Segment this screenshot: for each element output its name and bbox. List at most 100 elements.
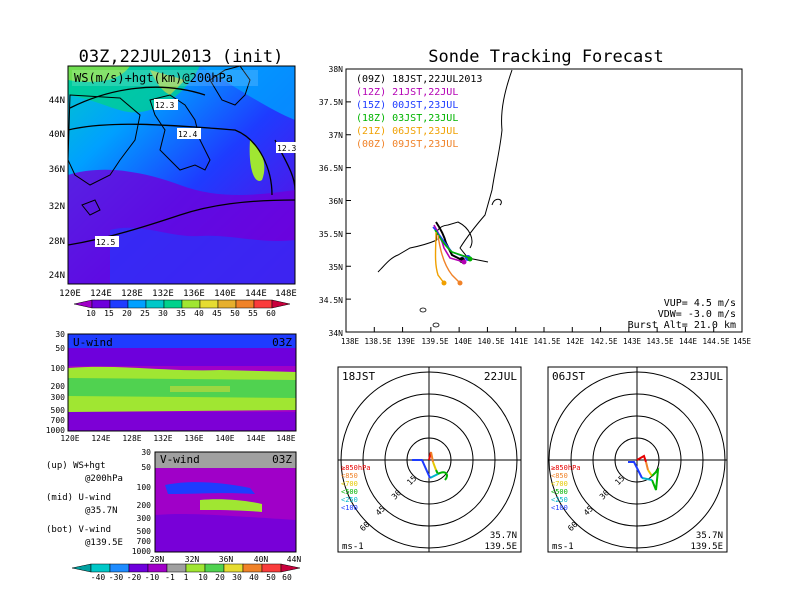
polar-right-level-5: <250 xyxy=(551,496,568,504)
v-p-300: 300 xyxy=(137,514,152,523)
cb-bot-tick-10: 10 xyxy=(198,573,208,582)
polar-left-level-6: <100 xyxy=(341,504,358,512)
ws-colorbar-swatch xyxy=(127,299,147,309)
wind-colorbar-swatch xyxy=(147,563,168,573)
wind-colorbar-swatch xyxy=(261,563,282,573)
track-lon-142-5: 142.5E xyxy=(590,337,618,346)
track-lon-140: 140E xyxy=(454,337,473,346)
u-x-128: 128E xyxy=(122,434,141,443)
polar-right-date: 23JUL xyxy=(690,370,723,383)
polar-right-level-4: <500 xyxy=(551,488,568,496)
ws-colorbar-swatch xyxy=(73,299,93,309)
u-x-140: 140E xyxy=(215,434,234,443)
wind-colorbar-swatch xyxy=(280,563,301,573)
polar-right-level-6: <100 xyxy=(551,504,568,512)
u-x-124: 124E xyxy=(91,434,110,443)
track-lat-36-5: 36.5N xyxy=(319,164,343,173)
u-x-144: 144E xyxy=(246,434,265,443)
track-lon-139: 139E xyxy=(397,337,416,346)
wind-colorbar-swatch xyxy=(242,563,263,573)
note-mid-1: (mid) U-wind xyxy=(46,493,111,503)
track-map-grid xyxy=(345,68,743,333)
cb-bot-tick-60: 60 xyxy=(282,573,292,582)
track-legend-3: (15Z) 00JST,23JUL xyxy=(356,100,458,111)
v-p-1000: 1000 xyxy=(132,547,151,556)
track-lat-37: 37N xyxy=(329,131,344,140)
cb-bot-tick-40: 40 xyxy=(249,573,259,582)
wind-colorbar-swatch xyxy=(204,563,225,573)
cb-bot-tick-20: 20 xyxy=(215,573,225,582)
polar-left-date: 22JUL xyxy=(484,370,517,383)
track-legend-2: (12Z) 21JST,22JUL xyxy=(356,87,458,98)
v-wind-label: V-wind xyxy=(160,453,200,466)
contour-label-1: 12.3 xyxy=(155,101,174,110)
cb-top-tick-35: 35 xyxy=(176,309,186,318)
lon-tick-124: 124E xyxy=(90,289,112,299)
polar-right-lat: 35.7N xyxy=(696,531,723,541)
cb-top-tick-50: 50 xyxy=(230,309,240,318)
polar-right-time: 06JST xyxy=(552,370,585,383)
track-lon-144: 144E xyxy=(679,337,698,346)
ws-colorbar-swatch xyxy=(181,299,201,309)
wind-colorbar-swatch xyxy=(223,563,244,573)
lat-tick-28: 28N xyxy=(49,237,65,247)
hodograph-right xyxy=(628,454,660,491)
hodograph-left xyxy=(412,451,448,481)
cb-top-tick-40: 40 xyxy=(194,309,204,318)
ws-colorbar-swatch xyxy=(271,299,291,309)
track-lon-143-5: 143.5E xyxy=(646,337,674,346)
polar-right-level-1: ≥850hPa xyxy=(551,464,581,472)
cb-top-tick-60: 60 xyxy=(266,309,276,318)
cb-top-tick-10: 10 xyxy=(86,309,96,318)
v-p-50: 50 xyxy=(141,463,151,472)
cb-top-tick-45: 45 xyxy=(212,309,222,318)
lat-tick-40: 40N xyxy=(49,130,65,140)
u-x-120: 120E xyxy=(60,434,79,443)
wind-colorbar xyxy=(71,563,301,573)
cb-top-tick-20: 20 xyxy=(122,309,132,318)
track-lon-138-5: 138.5E xyxy=(364,337,392,346)
u-p-700: 700 xyxy=(51,416,66,425)
track-legend-6: (00Z) 09JST,23JUL xyxy=(356,139,458,150)
u-p-200: 200 xyxy=(51,382,66,391)
track-lon-141: 141E xyxy=(510,337,529,346)
cb-bot-tick-1: 1 xyxy=(184,573,189,582)
polar-left-level-2: <850 xyxy=(341,472,358,480)
track-param-vup: VUP= 4.5 m/s xyxy=(664,298,736,309)
lon-tick-148: 148E xyxy=(275,289,297,299)
u-wind-label: U-wind xyxy=(73,336,113,349)
lon-tick-132: 132E xyxy=(152,289,174,299)
track-lat-35-5: 35.5N xyxy=(319,230,343,239)
note-up-1: (up) WS+hgt xyxy=(46,461,106,471)
cb-bot-tick-m20: -20 xyxy=(127,573,142,582)
cb-bot-tick-m10: -10 xyxy=(145,573,160,582)
contour-label-2: 12.4 xyxy=(178,130,197,139)
v-x-44: 44N xyxy=(287,555,302,564)
polar-right-unit: ms-1 xyxy=(552,542,574,552)
polar-left-level-1: ≥850hPa xyxy=(341,464,371,472)
note-up-2: @200hPa xyxy=(85,474,123,484)
lon-tick-136: 136E xyxy=(183,289,205,299)
cb-bot-tick-m30: -30 xyxy=(109,573,124,582)
lat-tick-36: 36N xyxy=(49,165,65,175)
v-wind-time: 03Z xyxy=(272,453,292,466)
left-title: 03Z,22JUL2013 (init) xyxy=(79,47,284,67)
v-x-40: 40N xyxy=(254,555,269,564)
ws-colorbar-swatch xyxy=(145,299,165,309)
cb-bot-tick-m40: -40 xyxy=(91,573,106,582)
polar-right-level-2: <850 xyxy=(551,472,568,480)
track-lat-34-5: 34.5N xyxy=(319,296,343,305)
cb-bot-tick-30: 30 xyxy=(232,573,242,582)
track-lat-37-5: 37.5N xyxy=(319,98,343,107)
track-lat-35: 35N xyxy=(329,263,344,272)
polar-left-level-4: <500 xyxy=(341,488,358,496)
v-wind-panel: V-wind 03Z 30 50 100 200 300 500 700 100… xyxy=(132,448,302,564)
lat-tick-24: 24N xyxy=(49,271,65,281)
sonde-tracks xyxy=(432,221,473,286)
lon-tick-144: 144E xyxy=(245,289,267,299)
polar-right-lon: 139.5E xyxy=(690,542,723,552)
u-p-1000: 1000 xyxy=(46,426,65,435)
ws-map-panel: WS(m/s)+hgt(km)@200hPa 12.3 12.4 12.3 12… xyxy=(49,65,297,318)
cb-bot-tick-50: 50 xyxy=(266,573,276,582)
